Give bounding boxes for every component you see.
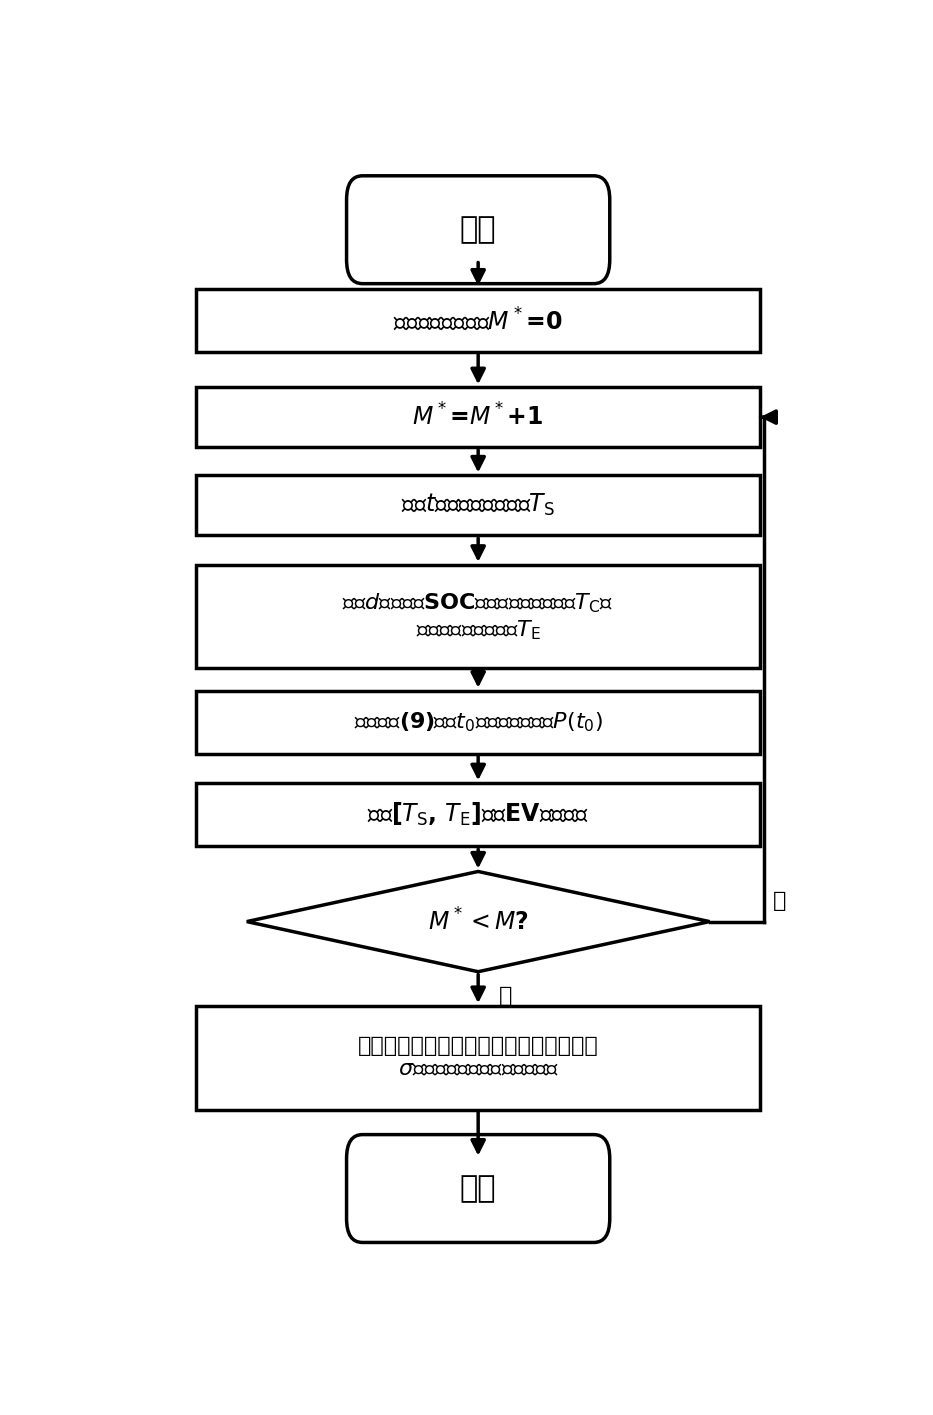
Text: $M^*$$<$$M$?: $M^*$$<$$M$? bbox=[427, 908, 529, 935]
Polygon shape bbox=[246, 872, 710, 972]
Text: 根据公式(9)抽样$t_0$时刻的充电负荷$P(t_0)$: 根据公式(9)抽样$t_0$时刻的充电负荷$P(t_0)$ bbox=[354, 710, 603, 734]
Text: 累加[$T_\mathrm{S}$, $T_\mathrm{E}$]时段EV充电负荷: 累加[$T_\mathrm{S}$, $T_\mathrm{E}$]时段EV充电… bbox=[368, 801, 589, 828]
Text: 获取所有电动汽车充电负荷需求的标准差
$\sigma$，并输出充电预测最优区间值: 获取所有电动汽车充电负荷需求的标准差 $\sigma$，并输出充电预测最优区间值 bbox=[357, 1036, 599, 1080]
Bar bbox=[196, 784, 760, 846]
Text: 开始: 开始 bbox=[460, 215, 496, 245]
Text: 是: 是 bbox=[498, 986, 512, 1006]
FancyBboxPatch shape bbox=[346, 1135, 610, 1242]
Bar bbox=[196, 388, 760, 447]
Bar bbox=[196, 691, 760, 754]
Bar bbox=[196, 289, 760, 352]
FancyBboxPatch shape bbox=[346, 175, 610, 283]
Bar bbox=[196, 475, 760, 535]
Bar bbox=[196, 565, 760, 668]
Text: 根据$d$抽样起始SOC，计算所需充电时长$T_\mathrm{C}$，
并确定充电结束时刻$T_\mathrm{E}$: 根据$d$抽样起始SOC，计算所需充电时长$T_\mathrm{C}$， 并确定… bbox=[342, 591, 614, 642]
Text: 否: 否 bbox=[773, 890, 786, 911]
Text: $M^*$=$M^*$+1: $M^*$=$M^*$+1 bbox=[412, 403, 544, 430]
Text: 结束: 结束 bbox=[460, 1174, 496, 1203]
Text: 设置电动汽车数量$M^*$=0: 设置电动汽车数量$M^*$=0 bbox=[394, 307, 563, 334]
Text: 根据$t$确定初始充电时刻$T_\mathrm{S}$: 根据$t$确定初始充电时刻$T_\mathrm{S}$ bbox=[401, 492, 555, 518]
Bar bbox=[196, 1006, 760, 1109]
